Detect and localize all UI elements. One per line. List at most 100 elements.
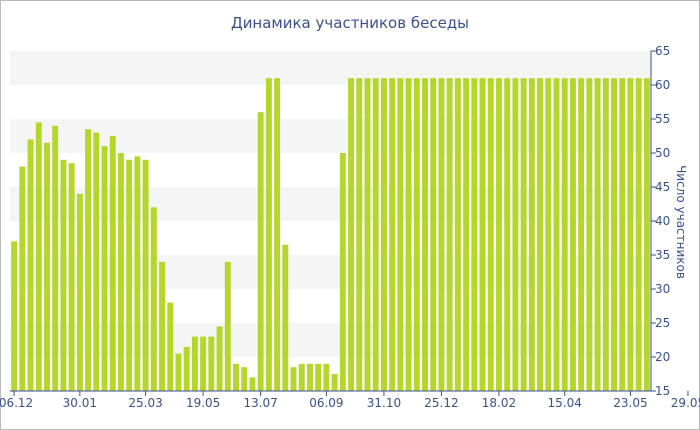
bar [257, 112, 264, 391]
bar [191, 336, 198, 391]
bar [216, 326, 223, 391]
x-tick-label: 25.03 [128, 396, 162, 410]
x-tick-label: 29.05 [671, 396, 700, 410]
y-tick-label: 65 [655, 44, 670, 58]
bar [282, 244, 289, 391]
bar [126, 159, 133, 391]
y-tick-label: 60 [655, 78, 670, 92]
grid-band [10, 323, 651, 357]
y-tick-label: 35 [655, 248, 670, 262]
bar [438, 78, 445, 391]
bar [274, 78, 281, 391]
y-tick-label: 40 [655, 214, 670, 228]
bar [364, 78, 371, 391]
bar [512, 78, 519, 391]
bar [586, 78, 593, 391]
bar [537, 78, 544, 391]
grid-band [10, 51, 651, 85]
bar [101, 146, 108, 391]
bar [602, 78, 609, 391]
bar [134, 156, 141, 391]
bar [561, 78, 568, 391]
y-ticks: 15 20 25 30 35 40 45 50 55 60 65 [651, 44, 670, 398]
bar [315, 363, 322, 391]
x-tick-label: 06.12 [0, 396, 33, 410]
x-ticks: 06.12 30.01 25.03 19.05 13.07 06.09 31.10 25.12… [0, 391, 700, 410]
bar [307, 363, 313, 391]
bar [569, 78, 576, 391]
y-tick-label: 50 [655, 146, 670, 160]
chart-title: Динамика участников беседы [231, 14, 469, 32]
grid-band [10, 119, 651, 153]
bar [290, 367, 297, 391]
bar [487, 78, 494, 391]
bar [44, 142, 50, 391]
bar [265, 78, 272, 391]
bar [35, 122, 42, 392]
bar [331, 374, 338, 391]
y-tick-label: 25 [655, 316, 670, 330]
bar [635, 78, 642, 391]
bar [504, 78, 511, 391]
bar [117, 153, 124, 391]
x-tick-label: 06.09 [309, 396, 343, 410]
bar [643, 78, 650, 391]
bar [372, 78, 379, 391]
bar [356, 78, 363, 391]
bar [348, 78, 355, 391]
bar [545, 78, 552, 391]
bar [167, 302, 174, 391]
bar [422, 78, 428, 391]
grid-band [10, 187, 651, 221]
bar [463, 78, 470, 391]
x-tick-label: 25.12 [424, 396, 458, 410]
bar [175, 353, 182, 391]
y-tick-label: 30 [655, 282, 670, 296]
bar [224, 261, 231, 391]
x-tick-label: 15.04 [548, 396, 582, 410]
bar [619, 78, 626, 391]
bar [76, 193, 83, 391]
bar [249, 377, 256, 391]
x-tick-label: 19.05 [186, 396, 220, 410]
bar [389, 78, 396, 391]
y-axis-label: Число участников [674, 165, 688, 279]
y-tick-label: 20 [655, 350, 670, 364]
bar [323, 363, 330, 391]
x-tick-label: 30.01 [63, 396, 97, 410]
x-tick-label: 13.07 [243, 396, 277, 410]
bar [159, 261, 165, 391]
bar [142, 159, 149, 391]
bar [208, 336, 215, 391]
x-tick-label: 18.02 [482, 396, 516, 410]
bar [298, 363, 305, 391]
bar [339, 153, 346, 391]
x-tick-label: 23.05 [613, 396, 647, 410]
grid-band [10, 255, 651, 289]
y-tick-label: 15 [655, 384, 670, 398]
x-tick-label: 31.10 [367, 396, 401, 410]
bar [430, 78, 437, 391]
bar [446, 78, 453, 391]
bar [627, 78, 634, 391]
bar [496, 78, 502, 391]
grid-bands [10, 51, 651, 357]
bar [200, 336, 207, 391]
bar [594, 78, 601, 391]
bar [109, 136, 116, 391]
y-tick-label: 55 [655, 112, 670, 126]
bar [68, 163, 75, 391]
bar [479, 78, 486, 391]
bar [60, 159, 67, 391]
y-tick-label: 45 [655, 180, 670, 194]
bar [183, 346, 190, 391]
bar [19, 166, 26, 391]
bar [85, 129, 92, 391]
bar [11, 241, 18, 391]
bar [93, 132, 100, 391]
bar [553, 78, 560, 391]
bar [454, 78, 461, 391]
bar [611, 78, 617, 391]
bar [528, 78, 535, 391]
